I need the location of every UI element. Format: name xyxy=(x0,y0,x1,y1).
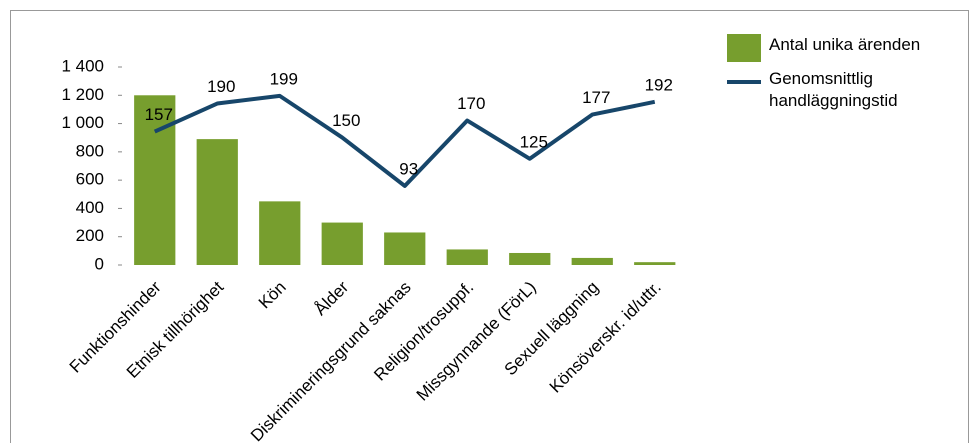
line xyxy=(153,93,656,188)
data-label: 157 xyxy=(145,105,173,124)
legend-key xyxy=(727,34,761,62)
bar xyxy=(509,252,551,265)
bar xyxy=(196,139,238,265)
y-tick-label: 1 400 xyxy=(61,56,104,75)
bar xyxy=(446,249,488,265)
x-tick-label: Könsöverskr. id/uttr. xyxy=(546,278,665,397)
x-tick-label: Missgynnande (FörL) xyxy=(413,278,540,405)
y-tick-label: 400 xyxy=(76,198,104,217)
bar xyxy=(384,232,426,265)
frame xyxy=(10,10,969,443)
x-tick-label: Ålder xyxy=(311,277,353,319)
data-label: 199 xyxy=(270,69,298,88)
legend-item: Genomsnittlig handläggningstid xyxy=(727,68,969,112)
data-label: 190 xyxy=(207,77,235,96)
legend-label: Genomsnittlig handläggningstid xyxy=(769,69,898,110)
legend-key xyxy=(727,80,761,84)
bar xyxy=(571,257,613,265)
data-label: 170 xyxy=(457,94,485,113)
data-label: 192 xyxy=(645,75,673,94)
legend: Antal unika ärenden Genomsnittlig handläg… xyxy=(727,34,969,118)
y-tick-label: 600 xyxy=(76,170,104,189)
bar xyxy=(321,222,363,265)
legend-item: Antal unika ärenden xyxy=(727,34,969,62)
y-tick-label: 1 000 xyxy=(61,113,104,132)
data-label: 150 xyxy=(332,111,360,130)
bar xyxy=(259,201,301,265)
data-label: 177 xyxy=(582,88,610,107)
bar xyxy=(634,262,676,265)
x-tick-label: Kön xyxy=(255,278,290,313)
data-label: 93 xyxy=(399,159,418,178)
data-label: 125 xyxy=(520,132,548,151)
legend-label: Antal unika ärenden xyxy=(769,35,921,54)
y-tick-label: 1 200 xyxy=(61,85,104,104)
y-tick-label: 200 xyxy=(76,226,104,245)
y-tick-label: 0 xyxy=(95,254,104,273)
y-tick-label: 800 xyxy=(76,141,104,160)
